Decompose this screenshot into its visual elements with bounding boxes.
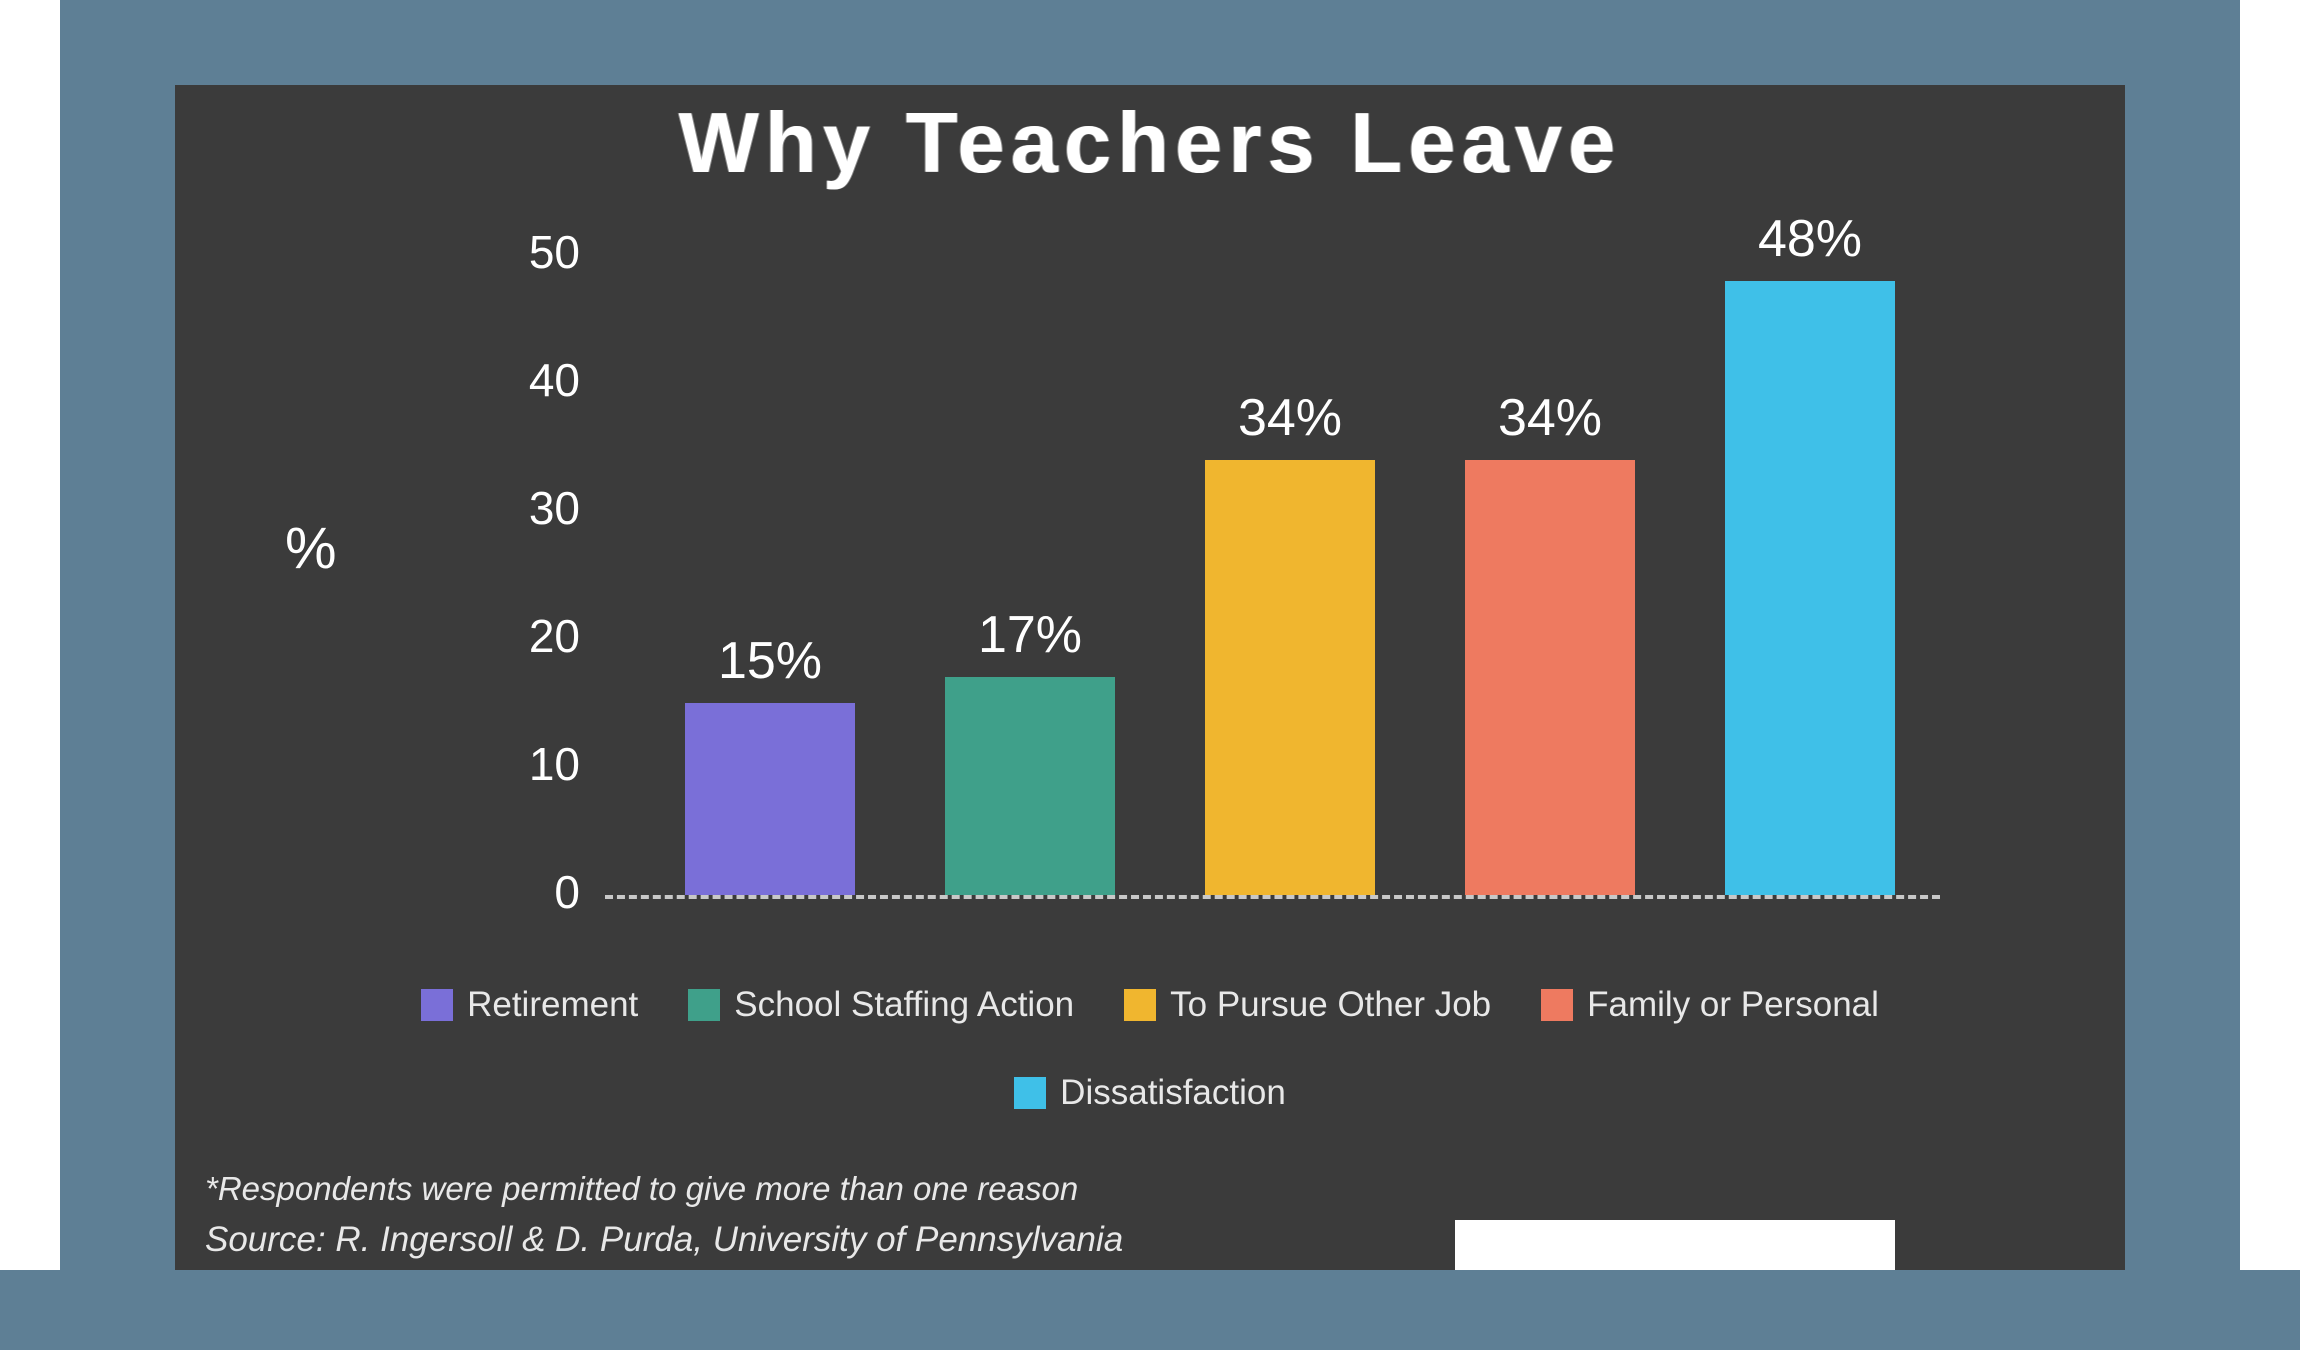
- legend-swatch: [1541, 989, 1573, 1021]
- legend-swatch: [421, 989, 453, 1021]
- legend-label: Dissatisfaction: [1060, 1073, 1286, 1113]
- legend-item: To Pursue Other Job: [1124, 985, 1491, 1025]
- y-tick: 0: [490, 865, 580, 919]
- baseline: [605, 895, 1940, 899]
- legend-swatch: [1124, 989, 1156, 1021]
- legend-swatch: [688, 989, 720, 1021]
- bar: [1205, 460, 1375, 895]
- y-tick: 50: [490, 225, 580, 279]
- monitor-base: [0, 1270, 2300, 1350]
- y-tick: 40: [490, 353, 580, 407]
- legend-item: Dissatisfaction: [1014, 1073, 1286, 1113]
- bar-value-label: 34%: [1420, 388, 1680, 448]
- bar: [685, 703, 855, 895]
- legend-swatch: [1014, 1077, 1046, 1109]
- y-axis-label: %: [285, 515, 337, 582]
- bar: [1465, 460, 1635, 895]
- bar-value-label: 17%: [900, 605, 1160, 665]
- y-tick: 20: [490, 609, 580, 663]
- bar-value-label: 34%: [1160, 388, 1420, 448]
- footnote-source: Source: R. Ingersoll & D. Purda, Univers…: [205, 1220, 1123, 1260]
- y-tick: 10: [490, 737, 580, 791]
- bar-value-label: 48%: [1680, 209, 1940, 269]
- chalkboard: Why Teachers Leave % 0 10 20 30 40 50 15%17% 34…: [175, 85, 2125, 1280]
- legend-label: Retirement: [467, 985, 638, 1025]
- legend-label: To Pursue Other Job: [1170, 985, 1491, 1025]
- legend-label: School Staffing Action: [734, 985, 1074, 1025]
- chart-title: Why Teachers Leave: [175, 95, 2125, 193]
- footnote-permission: *Respondents were permitted to give more…: [205, 1170, 1078, 1208]
- legend: Retirement School Staffing Action To Pursu…: [175, 985, 2125, 1113]
- legend-item: Family or Personal: [1541, 985, 1879, 1025]
- legend-item: School Staffing Action: [688, 985, 1074, 1025]
- bar-plot-area: 0102030405015%17%34%34%48%: [490, 255, 1940, 895]
- bar: [1725, 281, 1895, 895]
- bar-value-label: 15%: [640, 631, 900, 691]
- legend-item: Retirement: [421, 985, 638, 1025]
- y-tick: 30: [490, 481, 580, 535]
- bar: [945, 677, 1115, 895]
- legend-label: Family or Personal: [1587, 985, 1879, 1025]
